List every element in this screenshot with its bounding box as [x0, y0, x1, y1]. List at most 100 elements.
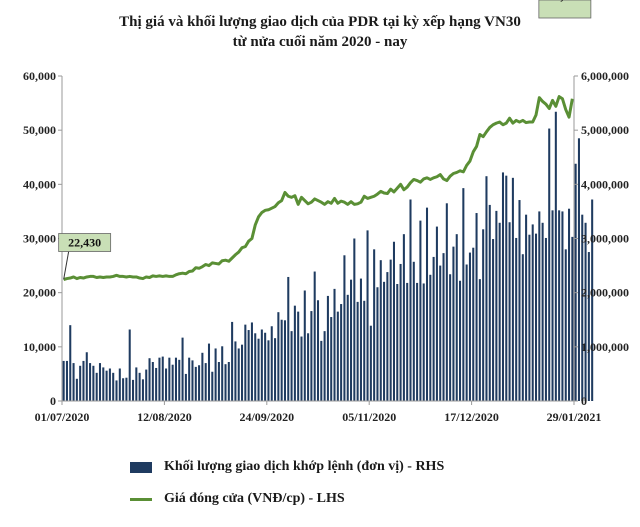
volume-bar [102, 367, 105, 401]
x-tick-label: 12/08/2020 [137, 410, 192, 424]
volume-bar [373, 249, 376, 401]
volume-bar [561, 211, 564, 401]
volume-bar [128, 329, 131, 401]
volume-bar [303, 290, 306, 401]
volume-bar [277, 312, 280, 401]
volume-bar [386, 272, 389, 401]
volume-bar [89, 363, 92, 401]
volume-bar [538, 211, 541, 401]
volume-bar [525, 214, 528, 401]
volume-bar [379, 260, 382, 401]
volume-bar [505, 175, 508, 401]
callout-leader [63, 251, 70, 280]
volume-bar [62, 360, 65, 401]
volume-bar [548, 128, 551, 402]
volume-bar [148, 358, 151, 401]
volume-bar [409, 199, 412, 401]
volume-bar [485, 176, 488, 401]
volume-bar [459, 280, 462, 401]
volume-bar [244, 324, 247, 402]
volume-bar [214, 348, 217, 401]
volume-bar [475, 213, 478, 401]
right-tick-label: 0 [581, 394, 587, 408]
volume-bar [346, 294, 349, 401]
volume-bar [224, 364, 227, 401]
volume-bar [274, 338, 277, 401]
volume-bar [135, 367, 138, 401]
legend-swatch-line [130, 497, 152, 501]
volume-bar [449, 274, 452, 401]
volume-bar [544, 237, 547, 401]
left-tick-label: 60,000 [23, 69, 56, 83]
volume-bar [65, 360, 68, 401]
volume-bar [79, 365, 82, 401]
volume-bar [534, 233, 538, 402]
volume-bar [343, 255, 346, 401]
volume-bar [350, 279, 353, 401]
volume-bar [498, 222, 501, 401]
volume-bar [247, 330, 250, 401]
volume-bar [558, 210, 561, 401]
volume-bar [145, 369, 148, 401]
volume-bar [462, 188, 465, 402]
volume-bar [511, 177, 514, 401]
volume-bar [108, 368, 111, 401]
volume-bar [501, 172, 505, 401]
volume-bar [564, 249, 567, 401]
volume-bar [422, 283, 425, 401]
volume-bar [181, 337, 184, 402]
volume-bar [488, 204, 491, 401]
volume-bar [425, 207, 429, 402]
x-tick-label: 17/12/2020 [444, 410, 499, 424]
volume-bar [254, 333, 257, 401]
volume-bar [383, 281, 386, 401]
volume-bar [168, 357, 171, 401]
volume-bar [132, 379, 135, 402]
volume-bar [188, 357, 191, 401]
volume-bar [257, 338, 260, 401]
volume-bar [482, 229, 485, 401]
volume-bar [541, 222, 544, 401]
volume-bar [442, 253, 445, 402]
volume-bar [227, 362, 230, 401]
callout-label: 55,800 [548, 0, 581, 3]
right-tick-label: 6,000,000 [581, 69, 629, 83]
volume-bar [270, 326, 273, 401]
volume-bar [333, 288, 336, 402]
volume-bar [581, 214, 584, 401]
volume-bar [98, 363, 102, 401]
volume-bar [571, 236, 574, 402]
x-tick-label: 29/01/2021 [547, 410, 602, 424]
volume-bar [402, 234, 405, 401]
legend: Khối lượng giao dịch khớp lệnh (đơn vị) … [130, 455, 444, 519]
left-tick-label: 30,000 [23, 232, 56, 246]
volume-bar [316, 300, 320, 401]
volume-bar [330, 317, 333, 401]
volume-bar [293, 305, 296, 401]
volume-bar [336, 311, 339, 402]
volume-bar [290, 331, 293, 402]
volume-bar [217, 362, 220, 401]
volume-bar [551, 210, 554, 401]
price-line [63, 95, 574, 281]
volume-bar [141, 379, 144, 401]
volume-bar [568, 208, 571, 401]
volume-bar [531, 224, 534, 401]
legend-label-volume: Khối lượng giao dịch khớp lệnh (đơn vị) … [164, 459, 445, 474]
volume-bar [399, 263, 402, 401]
volume-bar [323, 331, 326, 402]
volume-bar [287, 276, 290, 401]
chart-title: Thị giá và khối lượng giao dịch của PDR … [0, 12, 640, 52]
volume-bar [204, 363, 207, 401]
chart-plot: 0 10,000 20,000 30,000 40,000 50,000 60,000 0 1,… [23, 0, 629, 424]
volume-bar [435, 226, 438, 401]
volume-bar [591, 199, 594, 401]
volume-bar [307, 333, 310, 401]
volume-bar [492, 239, 495, 401]
right-tick-label: 4,000,000 [581, 177, 629, 191]
volume-bar [412, 261, 415, 401]
volume-bar [455, 234, 458, 401]
x-tick-label: 01/07/2020 [35, 410, 90, 424]
volume-bar [587, 252, 590, 401]
